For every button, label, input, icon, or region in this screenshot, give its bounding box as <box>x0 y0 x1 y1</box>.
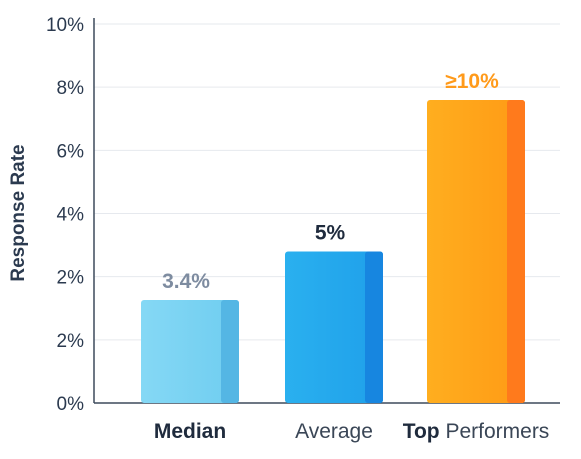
bar-front <box>141 299 239 403</box>
x-category-label: Average <box>295 420 373 443</box>
x-category-label-part: Median <box>154 420 226 443</box>
bar <box>427 100 525 403</box>
x-category-label-part: Top <box>403 420 440 443</box>
data-label: 5% <box>315 222 346 245</box>
bar-front <box>427 100 525 403</box>
bar-front <box>285 251 383 403</box>
bar-side <box>365 251 383 403</box>
y-axis-label: Response Rate <box>8 144 29 281</box>
x-category-label: Median <box>154 420 226 443</box>
data-label: ≥10% <box>445 70 499 93</box>
bar <box>141 299 239 403</box>
bar <box>285 251 383 403</box>
x-category-label-part: Average <box>295 420 373 443</box>
x-category-label-part: Performers <box>440 420 550 443</box>
y-tick-label: 4% <box>57 205 85 226</box>
y-tick-label: 6% <box>57 141 85 162</box>
y-tick-label: 10% <box>46 15 84 36</box>
y-tick-label: 0% <box>57 394 85 415</box>
y-tick-label: 2% <box>57 268 85 289</box>
data-label: 3.4% <box>162 270 210 293</box>
y-tick-label: 2% <box>57 331 85 352</box>
bar-side <box>507 100 525 403</box>
y-tick-label: 8% <box>57 78 85 99</box>
bar-side <box>221 299 239 403</box>
x-category-label: Top Performers <box>403 420 550 443</box>
